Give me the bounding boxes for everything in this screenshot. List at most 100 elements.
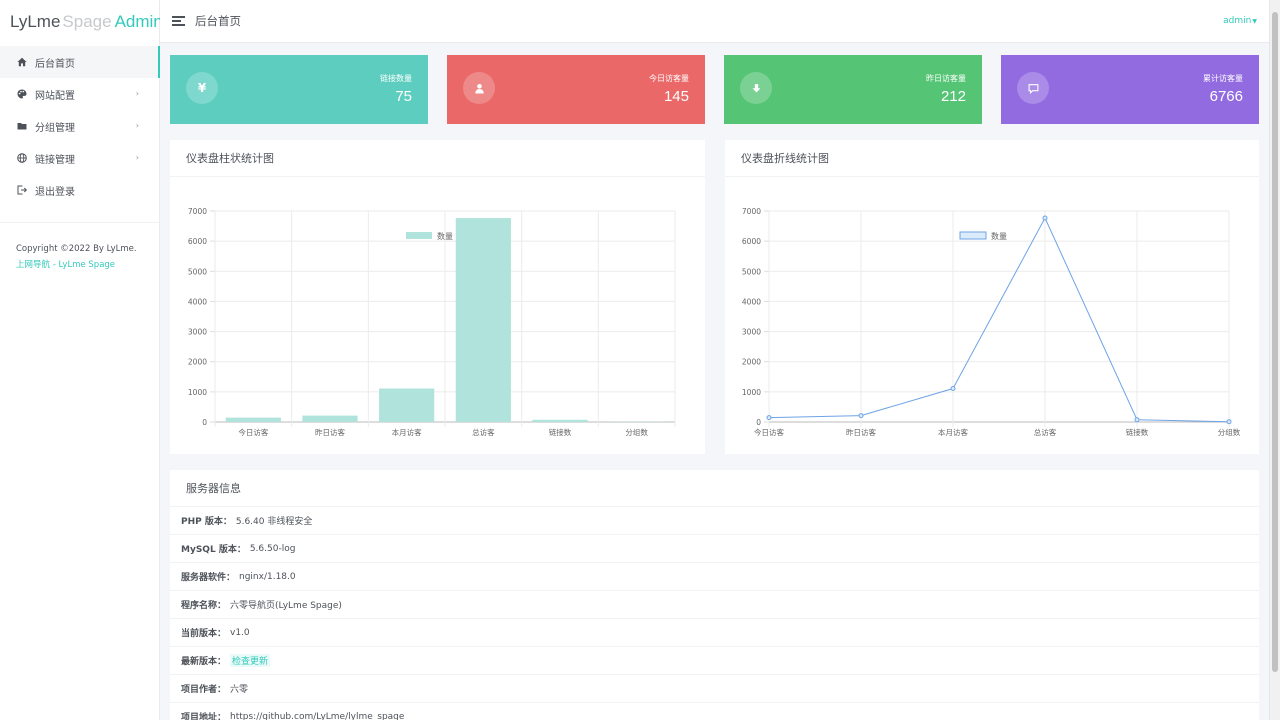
- info-row-author: 项目作者： 六零: [170, 675, 1259, 703]
- user-icon: [463, 72, 495, 104]
- legend-label: 数量: [991, 231, 1007, 241]
- username: admin: [1223, 16, 1252, 26]
- palette-icon: [16, 88, 28, 100]
- sidebar-item-dashboard[interactable]: 后台首页: [0, 46, 160, 78]
- data-point: [1134, 417, 1140, 423]
- y-tick-label: 6000: [742, 237, 761, 246]
- check-update-link[interactable]: 检查更新: [230, 654, 271, 667]
- menu-toggle-icon[interactable]: [172, 16, 185, 26]
- y-tick-label: 0: [202, 418, 207, 427]
- top-header: 后台首页 admin▼: [160, 0, 1269, 43]
- server-info-panel: 服务器信息 PHP 版本： 5.6.40 非线程安全 MySQL 版本： 5.6.5…: [170, 470, 1259, 720]
- globe-icon: [16, 152, 28, 164]
- x-tick-label: 链接数: [549, 427, 572, 437]
- stat-card-yesterday-visitors: 昨日访客量 212: [724, 55, 982, 124]
- info-value: 5.6.50-log: [249, 543, 296, 554]
- comment-icon: [1017, 72, 1049, 104]
- y-tick-label: 5000: [742, 267, 761, 276]
- stat-card-links: ¥ 链接数量 75: [170, 55, 428, 124]
- logout-icon: [16, 184, 28, 196]
- x-tick-label: 昨日访客: [315, 427, 345, 437]
- info-value[interactable]: https://github.com/LyLme/lylme_spage: [230, 711, 405, 720]
- info-value: 六零: [230, 685, 249, 695]
- info-key: 当前版本：: [181, 629, 227, 639]
- y-tick-label: 2000: [742, 358, 761, 367]
- line-chart-title: 仪表盘折线统计图: [725, 140, 1259, 177]
- info-value: 5.6.40 非线程安全: [235, 517, 313, 527]
- chevron-right-icon: ›: [135, 121, 139, 130]
- y-tick-label: 1000: [188, 388, 207, 397]
- bar: [302, 415, 358, 422]
- bar-chart: 数量01000200030004000500060007000今日访客 昨日访客本…: [188, 207, 676, 437]
- stat-value: 75: [395, 88, 412, 105]
- info-key: 项目地址：: [181, 713, 227, 720]
- data-point: [1042, 215, 1048, 221]
- x-tick-label: 总访客: [1034, 427, 1057, 437]
- info-key: PHP 版本：: [181, 517, 232, 527]
- info-key: MySQL 版本：: [181, 545, 246, 555]
- sidebar-item-logout[interactable]: 退出登录: [0, 174, 159, 206]
- logo-part-lylme: LyLme: [10, 12, 61, 31]
- server-info-list: PHP 版本： 5.6.40 非线程安全 MySQL 版本： 5.6.50-log …: [170, 507, 1259, 720]
- sidebar-item-label: 网站配置: [35, 90, 75, 102]
- app-logo[interactable]: LyLme Spage Admin: [0, 0, 163, 44]
- folder-icon: [16, 120, 28, 132]
- copyright-text: Copyright ©2022 By LyLme.: [16, 244, 137, 254]
- data-point: [766, 415, 772, 421]
- line-chart: 数量 0 1000 2000 3000 4000 5000 6000 7000 今日访客 昨日访客 本…: [742, 207, 1241, 437]
- user-menu[interactable]: admin▼: [1223, 16, 1257, 26]
- y-tick-label: 3000: [742, 328, 761, 337]
- stat-label: 今日访客量: [649, 74, 689, 83]
- x-tick-label: 分组数: [625, 427, 648, 437]
- x-tick-label: 今日访客: [238, 427, 268, 437]
- bar: [455, 218, 511, 422]
- bar: [379, 388, 435, 422]
- series-line: [768, 216, 1230, 423]
- x-tick-label: 链接数: [1126, 427, 1149, 437]
- y-tick-label: 7000: [188, 207, 207, 216]
- chevron-right-icon: ›: [135, 89, 139, 98]
- x-tick-label: 本月访客: [938, 427, 968, 437]
- stat-label: 昨日访客量: [926, 74, 966, 83]
- copyright-link[interactable]: 上网导航 - LyLme Spage: [16, 260, 116, 270]
- sidebar-item-label: 后台首页: [35, 58, 75, 70]
- x-tick-label: 本月访客: [392, 427, 422, 437]
- logo-part-admin: Admin: [114, 12, 163, 31]
- y-tick-label: 5000: [188, 267, 207, 276]
- info-row-latest-version: 最新版本： 检查更新: [170, 647, 1259, 675]
- info-key: 最新版本：: [181, 657, 227, 667]
- sidebar-item-group-manage[interactable]: 分组管理 ›: [0, 110, 159, 142]
- y-tick-label: 0: [756, 418, 761, 427]
- data-point: [1226, 419, 1232, 425]
- home-icon: [16, 56, 28, 68]
- y-tick-label: 4000: [742, 297, 761, 306]
- stat-label: 链接数量: [380, 74, 412, 83]
- yen-icon: ¥: [186, 72, 218, 104]
- stat-card-total-visitors: 累计访客量 6766: [1001, 55, 1259, 124]
- caret-down-icon: ▼: [1252, 18, 1257, 25]
- page-scrollbar[interactable]: [1269, 0, 1280, 720]
- info-key: 服务器软件：: [181, 573, 236, 583]
- line-chart-panel: 仪表盘折线统计图 数量 0 1000 2000 3000 4000 5000 6000 7000…: [725, 140, 1259, 454]
- sidebar-item-link-manage[interactable]: 链接管理 ›: [0, 142, 159, 174]
- sidebar-divider: [0, 222, 159, 223]
- copyright: Copyright ©2022 By LyLme. 上网导航 - LyLme S…: [0, 223, 159, 291]
- y-tick-label: 4000: [188, 297, 207, 306]
- info-key: 项目作者：: [181, 685, 227, 695]
- info-value: v1.0: [230, 627, 250, 638]
- sidebar-item-label: 链接管理: [35, 154, 75, 166]
- info-row-mysql: MySQL 版本： 5.6.50-log: [170, 535, 1259, 563]
- x-tick-label: 分组数: [1218, 427, 1241, 437]
- y-tick-label: 2000: [188, 358, 207, 367]
- stat-card-today-visitors: 今日访客量 145: [447, 55, 705, 124]
- sidebar-item-site-config[interactable]: 网站配置 ›: [0, 78, 159, 110]
- logo-part-spage: Spage: [62, 12, 112, 31]
- stat-value: 6766: [1209, 88, 1243, 105]
- stat-value: 145: [663, 88, 689, 105]
- info-row-project-url: 项目地址： https://github.com/LyLme/lylme_spag…: [170, 703, 1259, 720]
- bar-chart-title: 仪表盘柱状统计图: [170, 140, 705, 177]
- info-value: 六零导航页(LyLme Spage): [230, 601, 342, 611]
- server-info-title: 服务器信息: [170, 470, 1259, 507]
- scrollbar-thumb[interactable]: [1272, 12, 1278, 672]
- download-icon: [740, 72, 772, 104]
